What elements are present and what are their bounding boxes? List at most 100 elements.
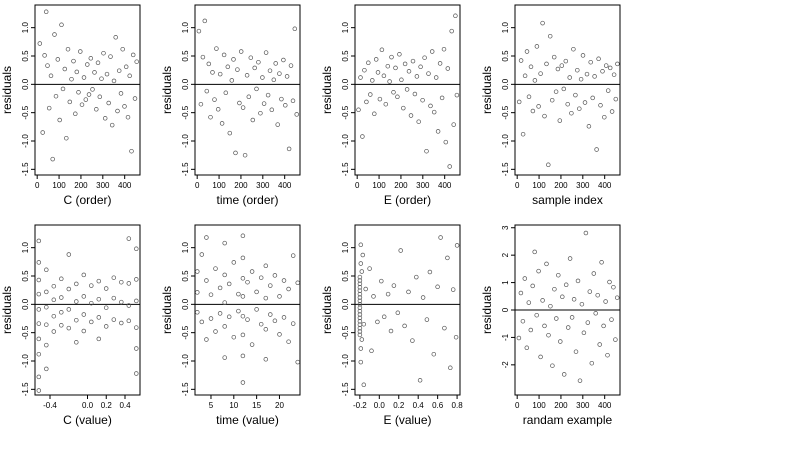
data-point xyxy=(573,349,579,354)
y-tick-label: -1.0 xyxy=(501,134,510,148)
data-point xyxy=(368,92,373,97)
data-point xyxy=(607,279,612,285)
x-tick-label: 5 xyxy=(209,401,214,410)
y-axis-title: residuals xyxy=(480,286,494,334)
data-point xyxy=(260,75,265,80)
data-point xyxy=(571,46,576,52)
y-tick-label: 0.5 xyxy=(341,270,350,282)
data-point xyxy=(125,114,131,120)
data-point xyxy=(88,56,94,61)
scatter-panel: -0.2 0.0 0.2 0.4 0.6 0.8 1.0 0.5 0.0 -0.5 -1.0 -1.5… xyxy=(320,224,463,427)
data-point xyxy=(398,248,403,253)
data-point xyxy=(130,52,136,58)
data-point xyxy=(240,276,246,281)
data-point xyxy=(557,118,563,123)
scatter-panel: 0 100 200 300 400 1.0 0.5 0.0 -0.5 -1.0 -1.5 time (… xyxy=(160,4,301,207)
data-point xyxy=(65,46,71,52)
data-point xyxy=(233,150,238,156)
data-point xyxy=(295,280,300,286)
data-point xyxy=(225,64,231,70)
data-point xyxy=(438,235,443,240)
data-point xyxy=(231,57,236,62)
x-tick-label: -0.4 xyxy=(43,401,57,410)
data-point xyxy=(96,296,102,302)
data-point xyxy=(441,46,447,52)
data-point xyxy=(222,300,227,305)
data-point xyxy=(592,74,597,79)
data-point xyxy=(44,322,49,327)
data-point xyxy=(397,52,402,57)
data-point xyxy=(94,107,99,112)
data-point xyxy=(615,61,620,67)
y-tick-label: -1.5 xyxy=(21,162,30,176)
x-tick-label: 0.2 xyxy=(101,401,113,410)
data-point xyxy=(267,68,273,73)
data-point xyxy=(36,321,42,326)
data-point xyxy=(89,300,94,306)
data-point xyxy=(213,266,218,271)
data-point xyxy=(418,64,423,70)
data-point xyxy=(74,340,79,345)
data-point xyxy=(271,77,277,83)
data-point xyxy=(36,388,42,393)
data-point xyxy=(450,287,456,292)
data-point xyxy=(422,55,427,60)
y-tick-label: 0.0 xyxy=(181,298,190,310)
y-tick-label: -1.5 xyxy=(501,162,510,176)
x-tick-label: 0 xyxy=(355,181,360,190)
data-point xyxy=(563,282,569,288)
data-point xyxy=(526,300,532,305)
data-point xyxy=(613,337,618,342)
data-point xyxy=(263,50,269,55)
y-tick-label: 0.5 xyxy=(21,270,30,282)
data-point xyxy=(375,70,381,75)
data-point xyxy=(358,261,364,266)
x-tick-label: 200 xyxy=(74,181,88,190)
data-point xyxy=(357,295,363,300)
data-point xyxy=(240,313,246,319)
data-point xyxy=(575,278,581,284)
data-point xyxy=(544,61,549,67)
y-tick-label: 0.5 xyxy=(21,50,30,62)
scatter-panel: 0 100 200 300 400 1.0 0.5 0.0 -0.5 -1.0 -1.5 sample… xyxy=(480,4,621,207)
data-point xyxy=(51,297,57,303)
data-point xyxy=(560,294,565,300)
x-tick-label: 300 xyxy=(576,401,590,410)
data-point xyxy=(611,72,617,77)
data-point xyxy=(204,235,209,240)
data-point xyxy=(261,101,267,106)
y-tick-label: 0.5 xyxy=(501,50,510,62)
data-point xyxy=(357,274,363,280)
data-point xyxy=(597,342,602,347)
data-point xyxy=(95,60,101,66)
data-point xyxy=(238,49,244,54)
data-point xyxy=(585,320,591,325)
data-point xyxy=(92,70,97,75)
data-point xyxy=(555,66,561,72)
data-point xyxy=(361,321,367,327)
data-point xyxy=(132,96,138,101)
data-point xyxy=(532,78,538,83)
data-point xyxy=(420,295,426,300)
data-point xyxy=(198,101,204,107)
data-point xyxy=(256,59,261,65)
data-point xyxy=(385,63,391,69)
y-tick-label: 0.0 xyxy=(181,78,190,90)
x-tick-label: 400 xyxy=(598,401,612,410)
data-point xyxy=(360,134,365,139)
x-axis-title: C (value) xyxy=(63,413,112,427)
data-point xyxy=(448,365,453,371)
data-point xyxy=(134,298,139,304)
data-point xyxy=(530,108,536,114)
data-point xyxy=(195,310,200,315)
data-point xyxy=(202,18,208,24)
y-tick-label: -1.5 xyxy=(21,382,30,396)
data-point xyxy=(254,307,259,312)
data-point xyxy=(553,89,559,94)
data-point xyxy=(561,86,567,92)
data-point xyxy=(96,278,102,284)
data-point xyxy=(208,316,214,321)
plot-frame xyxy=(514,4,621,176)
data-point xyxy=(453,13,458,19)
